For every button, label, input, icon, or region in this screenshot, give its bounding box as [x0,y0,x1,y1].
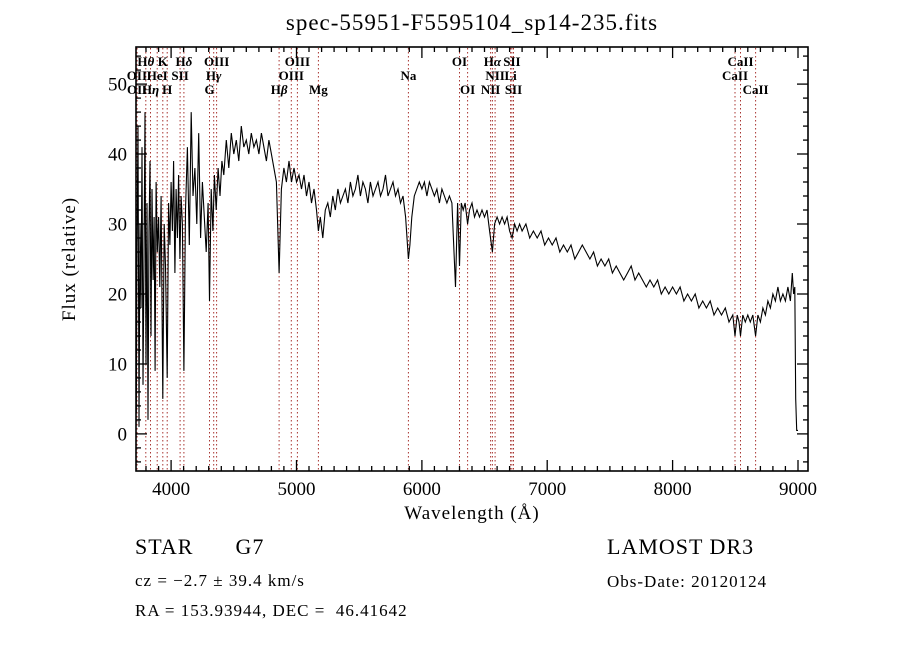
y-tick-label: 40 [108,145,127,166]
spectral-line-label: OIII [285,54,310,69]
cz-measurement: cz = −2.7 ± 39.4 km/s [135,571,305,590]
object-classification: STAR G7 [135,534,264,560]
y-axis-label: Flux (relative) [59,196,80,322]
spectrum-trace [135,112,798,431]
y-tick-label: 20 [108,284,127,305]
spectral-line-label: OII [127,82,147,97]
spectral-line-label: OII [127,68,147,83]
spectral-line-label: CaII [722,68,748,83]
obs-date-label: Obs-Date: 20120124 [607,572,768,591]
y-tick-label: 50 [108,75,127,96]
x-tick-label: 6000 [403,479,441,500]
x-tick-label: 7000 [528,479,566,500]
x-tick-label: 8000 [654,479,692,500]
spectral-line-label: G [204,82,214,97]
x-tick-label: 5000 [278,479,316,500]
spectral-line-label: NII [485,68,505,83]
ra-dec-coordinates: RA = 153.93944, DEC = 46.41642 [135,601,408,620]
spectral-line-label: OIII [279,68,304,83]
object-class-label: STAR [135,534,194,559]
y-tick-label: 0 [118,424,128,445]
object-subclass-label: G7 [235,534,265,559]
spectral-line-label: Hη [142,82,159,97]
spectral-line-label: Hθ [137,54,154,69]
spectral-line-label: CaII [727,54,753,69]
spectral-line-label: H [162,82,172,97]
spectral-line-label: Hβ [271,82,288,97]
x-tick-label: 9000 [779,479,817,500]
plot-frame [135,46,809,472]
spectral-line-label: Hα [484,54,502,69]
spectral-line-label: K [158,54,169,69]
plot-title: spec-55951-F5595104_sp14-235.fits [285,10,659,35]
spectral-line-label: OI [452,54,467,69]
spectral-line-label: Na [400,68,416,83]
spectral-line-label: OI [460,82,475,97]
x-axis-label: Wavelength (Å) [404,503,540,524]
spectral-line-label: NII [481,82,501,97]
spectral-line-label: Li [504,68,517,83]
spectral-line-label: OIII [204,54,229,69]
spectral-line-label: HeI [147,68,168,83]
spectral-line-label: SII [503,54,520,69]
x-tick-label: 4000 [152,479,190,500]
spectral-line-label: SII [171,68,188,83]
spectral-line-label: Hδ [176,54,193,69]
y-tick-label: 10 [108,354,127,375]
spectral-line-label: Hγ [206,68,222,83]
y-tick-label: 30 [108,215,127,236]
spectral-line-label: Mg [309,82,328,97]
spectral-line-label: SII [505,82,522,97]
spectral-line-label: CaII [743,82,769,97]
survey-release-label: LAMOST DR3 [607,534,755,559]
